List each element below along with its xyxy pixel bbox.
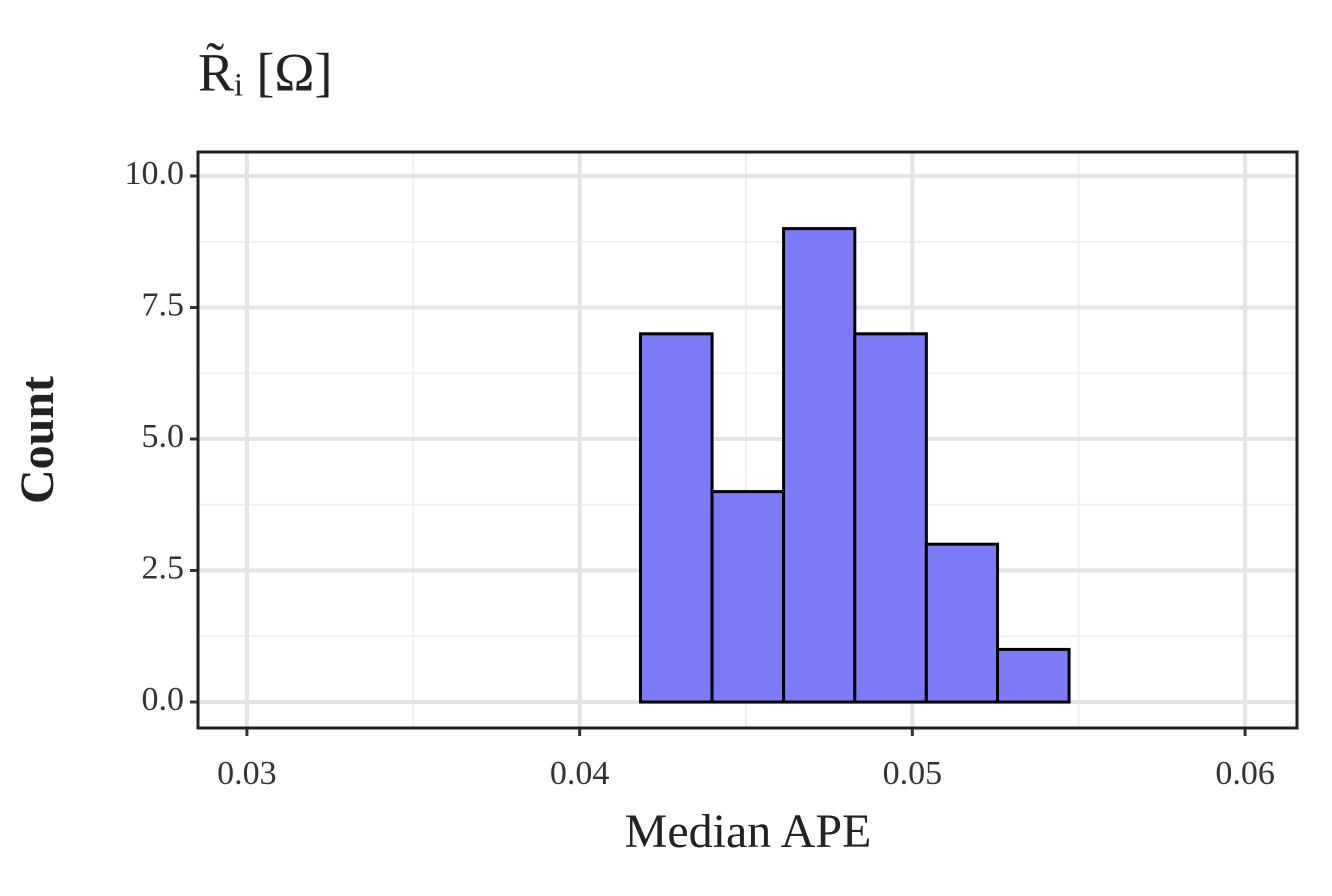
y-tick-label: 5.0: [142, 418, 185, 455]
y-tick-label: 7.5: [142, 286, 185, 323]
x-axis-label: Median APE: [625, 805, 872, 858]
y-tick-label: 10.0: [125, 155, 185, 192]
y-tick-label: 2.5: [142, 549, 185, 586]
x-tick-label: 0.04: [550, 755, 610, 792]
bar: [639, 332, 714, 704]
plot-border: [196, 150, 1299, 730]
bar: [853, 332, 928, 704]
chart-title: R̃ᵢ [Ω]: [198, 42, 332, 102]
y-tick-label: 0.0: [142, 681, 185, 718]
x-tick-label: 0.06: [1215, 755, 1275, 792]
x-tick-label: 0.05: [883, 755, 943, 792]
bar: [924, 542, 1000, 704]
x-tick-label: 0.03: [217, 755, 277, 792]
y-axis-label: Count: [11, 376, 64, 504]
bar: [782, 227, 857, 704]
bar: [710, 490, 786, 704]
bar: [996, 647, 1071, 704]
